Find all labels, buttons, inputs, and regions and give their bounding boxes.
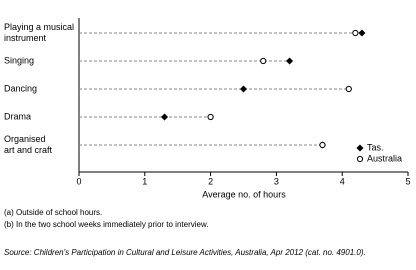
x-tick-label: 3 (274, 176, 279, 186)
x-tick-label: 2 (208, 176, 213, 186)
category-label: Drama (4, 111, 31, 121)
australia-marker (352, 29, 359, 37)
tas-marker (286, 57, 294, 65)
tas-marker (161, 113, 169, 121)
category-label: Organised (4, 134, 46, 144)
australia-marker (260, 57, 267, 65)
source: Source: Children's Participation in Cult… (4, 248, 366, 257)
x-tick-label: 4 (340, 176, 345, 186)
category-label: Singing (4, 55, 34, 65)
x-tick-label: 1 (142, 176, 147, 186)
x-tick-label: 5 (405, 176, 410, 186)
legend-label: Tas. (367, 142, 384, 152)
tas-marker (240, 85, 247, 93)
australia-marker (207, 113, 214, 121)
x-tick-label: 0 (76, 176, 81, 186)
legend-label: Australia (367, 153, 402, 163)
x-axis-label: Average no. of hours (202, 189, 286, 199)
australia-marker (345, 85, 352, 93)
category-label: art and craft (4, 145, 53, 155)
category-label: instrument (4, 33, 47, 43)
footnote: (a) Outside of school hours. (4, 208, 102, 217)
legend-marker (356, 144, 364, 152)
category-label: Playing a musical (4, 22, 74, 32)
footnote: (b) In the two school weeks immediately … (4, 220, 209, 229)
category-label: Dancing (4, 83, 37, 93)
australia-marker (319, 141, 326, 149)
legend-marker (356, 155, 364, 163)
tas-marker (358, 29, 366, 37)
